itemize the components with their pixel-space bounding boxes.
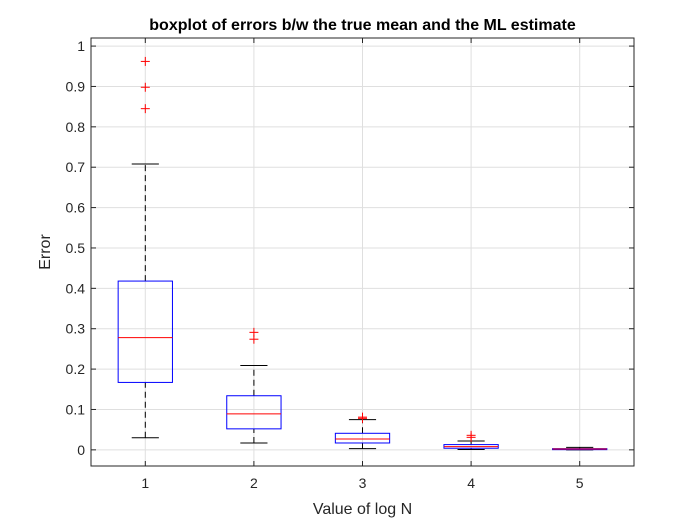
outlier-marker: [140, 56, 150, 66]
x-tick-label: 5: [576, 475, 584, 491]
y-tick-label: 0.3: [66, 321, 86, 337]
grid-layer: [91, 38, 634, 466]
y-tick-label: 0: [77, 442, 85, 458]
x-tick-label: 4: [467, 475, 475, 491]
y-tick-label: 0.6: [66, 200, 86, 216]
x-axis-label: Value of log N: [313, 501, 412, 518]
y-tick-label: 0.4: [66, 280, 86, 296]
y-tick-label: 0.9: [66, 78, 86, 94]
chart-title: boxplot of errors b/w the true mean and …: [149, 17, 576, 34]
outlier-marker: [140, 82, 150, 92]
tick-layer: 0 0.1 0.2 0.3 0.4 0.5 0.6 0.7 0.8 0.9 1 1 2 3 4 5: [66, 38, 634, 491]
y-tick-label: 0.8: [66, 119, 86, 135]
x-tick-label: 1: [141, 475, 149, 491]
iqr-box: [226, 395, 282, 430]
y-tick-label: 0.7: [66, 159, 86, 175]
outlier-marker: [249, 327, 259, 337]
y-tick-label: 1: [77, 38, 85, 54]
outlier-marker: [140, 104, 150, 114]
x-tick-label: 3: [359, 475, 367, 491]
iqr-box: [117, 280, 173, 383]
box-layer: [117, 56, 608, 451]
y-tick-label: 0.2: [66, 361, 86, 377]
y-axis-label: Error: [37, 234, 54, 270]
y-tick-label: 0.5: [66, 240, 86, 256]
outlier-marker: [358, 412, 367, 422]
outlier-marker: [466, 430, 476, 440]
x-tick-label: 2: [250, 475, 258, 491]
y-tick-label: 0.1: [66, 401, 86, 417]
iqr-box: [334, 432, 391, 444]
